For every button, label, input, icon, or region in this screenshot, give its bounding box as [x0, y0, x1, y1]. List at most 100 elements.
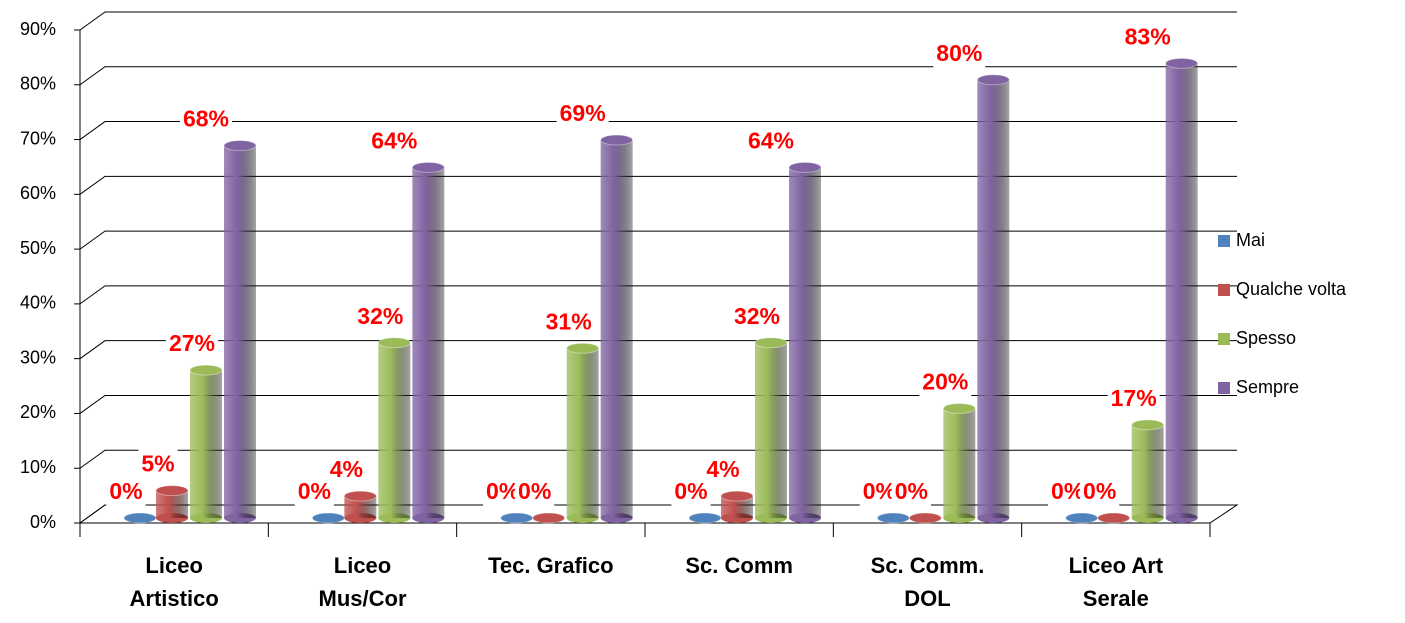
value-label-bg [730, 300, 784, 331]
x-tick-label: Liceo Artistico [129, 553, 219, 611]
legend-label: Spesso [1236, 328, 1296, 348]
value-label: 0% [863, 478, 896, 504]
value-label: 5% [141, 451, 174, 477]
value-label-bg [1080, 476, 1120, 507]
value-label: 0% [674, 478, 707, 504]
y-tick-label: 30% [20, 347, 56, 367]
value-label-bg [744, 125, 798, 156]
bar-top [1065, 512, 1099, 524]
grid-line [79, 394, 1237, 414]
value-label-bg [933, 37, 986, 68]
value-label-bg [919, 366, 972, 397]
y-tick-label: 70% [20, 128, 56, 148]
value-label: 0% [109, 478, 142, 504]
grid-line [79, 230, 1237, 250]
bar [1165, 63, 1198, 518]
value-label: 0% [895, 478, 928, 504]
x-tick-label: Liceo Mus/Cor [318, 553, 407, 611]
value-label-bg [1121, 21, 1174, 52]
y-tick-label: 60% [20, 183, 56, 203]
value-label-bg [515, 476, 555, 507]
value-label: 68% [183, 106, 229, 132]
value-label: 0% [1051, 478, 1084, 504]
value-label-bg [368, 125, 421, 156]
bar [789, 167, 821, 518]
value-label: 0% [298, 478, 331, 504]
x-tick-label: Sc. Comm [685, 553, 793, 578]
bar [600, 140, 633, 519]
bar-top [1097, 512, 1131, 524]
y-tick-label: 40% [20, 293, 56, 313]
grid-line [79, 121, 1237, 140]
bar-top [1165, 57, 1199, 69]
legend-label: Sempre [1236, 377, 1299, 397]
legend-swatch [1218, 235, 1230, 247]
value-label-bg [1107, 382, 1160, 413]
value-label: 32% [357, 303, 403, 329]
bar-top [377, 337, 411, 349]
bar-top [600, 134, 634, 146]
bar [378, 342, 411, 518]
bar-top [532, 512, 566, 524]
bar [566, 348, 599, 518]
x-tick-label: Tec. Grafico [488, 553, 614, 578]
y-tick-label: 0% [30, 512, 56, 532]
grid-line [79, 285, 1237, 305]
legend-swatch [1218, 382, 1230, 394]
legend-swatch [1218, 333, 1230, 345]
x-tick-label: Liceo Art Serale [1068, 553, 1164, 611]
bar [1131, 424, 1164, 518]
value-label: 4% [330, 456, 363, 482]
bar-top [311, 512, 345, 524]
legend-label: Mai [1236, 230, 1265, 250]
value-label-bg [542, 306, 595, 337]
bar [412, 167, 445, 518]
y-tick-label: 10% [20, 457, 56, 477]
x-tick-label: Sc. Comm. DOL [870, 553, 985, 611]
bar-top [976, 74, 1010, 86]
grid-line [79, 340, 1237, 360]
bar-top [688, 512, 722, 524]
value-label: 69% [560, 100, 606, 126]
value-label-bg [891, 476, 931, 507]
bar-top [908, 512, 942, 524]
value-label-bg [179, 103, 233, 134]
bar-top [123, 512, 157, 524]
bar-top [189, 364, 223, 376]
grid-line [79, 449, 1237, 469]
bar [344, 496, 377, 518]
y-tick-label: 20% [20, 402, 56, 422]
bar-top [500, 512, 534, 524]
y-tick-label: 50% [20, 238, 56, 258]
bar [977, 79, 1010, 519]
value-label: 0% [1083, 478, 1116, 504]
value-label: 0% [486, 478, 519, 504]
bar [190, 370, 222, 518]
value-label: 83% [1125, 23, 1171, 49]
value-label: 0% [518, 478, 551, 504]
value-label-bg [138, 448, 178, 479]
bar-top [343, 490, 377, 502]
bar-top [411, 161, 445, 173]
value-label-bg [106, 476, 146, 507]
value-label: 17% [1111, 385, 1157, 411]
value-label: 64% [371, 128, 417, 154]
value-label: 20% [922, 369, 968, 395]
grid-line [79, 66, 1237, 86]
bar [755, 342, 787, 518]
value-label: 64% [748, 128, 794, 154]
bar-top [876, 512, 910, 524]
value-label-bg [165, 328, 219, 359]
bar [943, 408, 976, 518]
bar-top [942, 402, 976, 414]
bar-top [223, 140, 257, 152]
y-tick-label: 80% [20, 74, 56, 94]
grid-line [79, 175, 1237, 195]
bar-top [754, 337, 788, 349]
y-tick-label: 90% [20, 19, 56, 39]
value-label: 4% [706, 456, 739, 482]
value-label-bg [703, 454, 743, 485]
bar-top [720, 490, 754, 502]
